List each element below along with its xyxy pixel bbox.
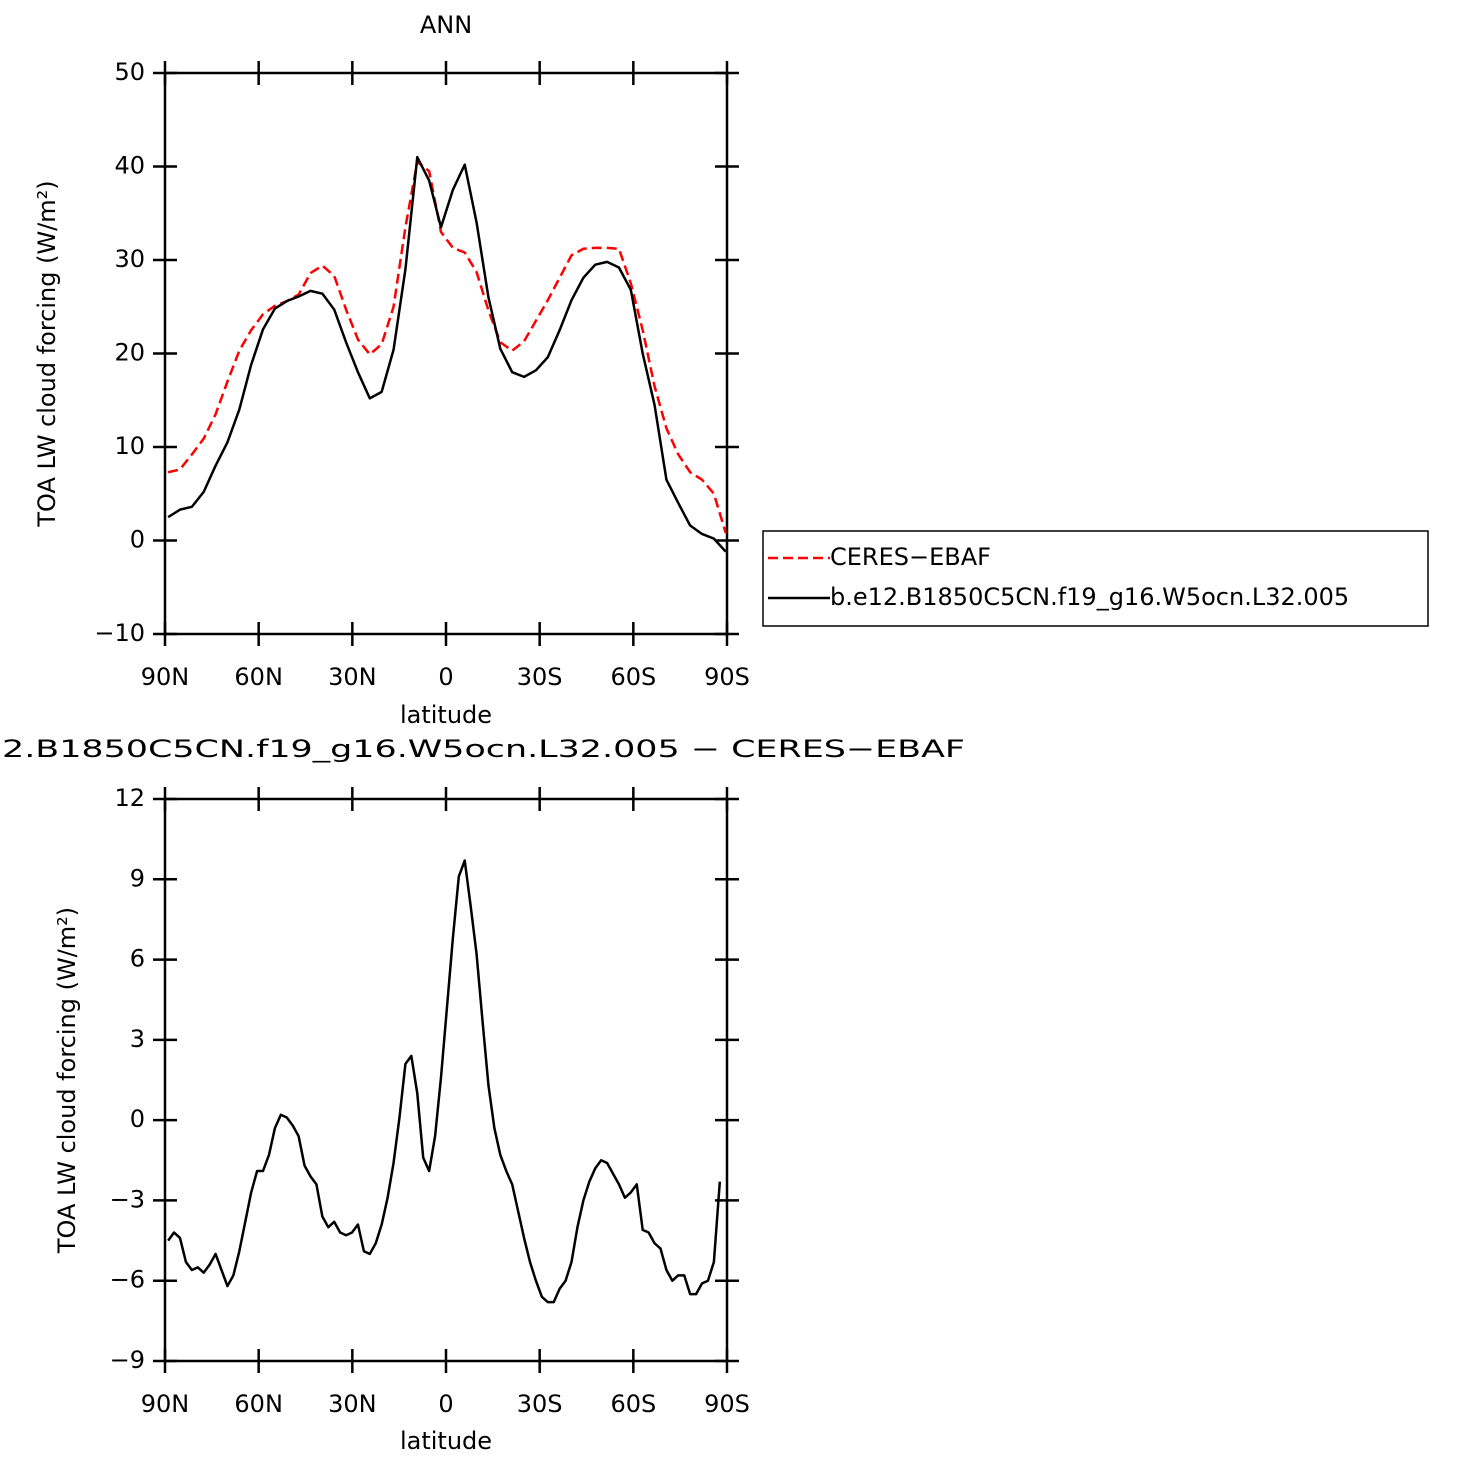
y-tick-label: 3: [130, 1025, 145, 1053]
x-tick-label: 60S: [610, 663, 656, 691]
x-tick-label: 30S: [517, 663, 563, 691]
x-tick-label: 60S: [610, 1390, 656, 1418]
x-tick-label: 90N: [141, 663, 190, 691]
x-tick-label: 90S: [704, 1390, 750, 1418]
x-tick-label: 0: [438, 663, 453, 691]
plot-frame: [163, 797, 729, 1363]
y-tick-label: −10: [94, 619, 145, 647]
y-tick-label: 30: [114, 245, 145, 273]
data-line: [167, 859, 722, 1304]
legend-box: [762, 530, 1429, 627]
data-line: [167, 155, 727, 553]
y-axis-label: TOA LW cloud forcing (W/m²): [53, 907, 81, 1254]
legend: CERES−EBAF b.e12.B1850C5CN.f19_g16.W5ocn.…: [762, 530, 1429, 627]
x-tick-label: 60N: [234, 1390, 283, 1418]
y-tick-label: 40: [114, 152, 145, 180]
x-tick-label: 30N: [328, 1390, 377, 1418]
x-axis-label: latitude: [400, 701, 492, 729]
y-tick-label: 0: [130, 1105, 145, 1133]
x-tick-label: 30N: [328, 663, 377, 691]
legend-label: CERES−EBAF: [830, 543, 991, 571]
y-tick-label: −6: [110, 1266, 145, 1294]
y-axis-label: TOA LW cloud forcing (W/m²): [33, 180, 61, 527]
y-tick-label: 6: [130, 945, 145, 973]
legend-label: b.e12.B1850C5CN.f19_g16.W5ocn.L32.005: [830, 583, 1349, 611]
x-tick-label: 0: [438, 1390, 453, 1418]
x-axis-label: latitude: [400, 1427, 492, 1455]
x-tick-label: 90S: [704, 663, 750, 691]
y-tick-label: 12: [114, 784, 145, 812]
y-tick-label: 0: [130, 526, 145, 554]
y-tick-label: 20: [114, 339, 145, 367]
y-tick-label: 9: [130, 864, 145, 892]
y-tick-label: −9: [110, 1346, 145, 1374]
x-tick-label: 30S: [517, 1390, 563, 1418]
x-tick-label: 60N: [234, 663, 283, 691]
chart-title: ANN: [420, 11, 472, 39]
x-tick-label: 90N: [141, 1390, 190, 1418]
y-tick-label: −3: [110, 1185, 145, 1213]
data-line: [167, 160, 727, 534]
y-tick-label: 10: [114, 432, 145, 460]
y-tick-label: 50: [114, 58, 145, 86]
chart-title: 2.B1850C5CN.f19_g16.W5ocn.L32.005 − CERE…: [2, 735, 965, 763]
